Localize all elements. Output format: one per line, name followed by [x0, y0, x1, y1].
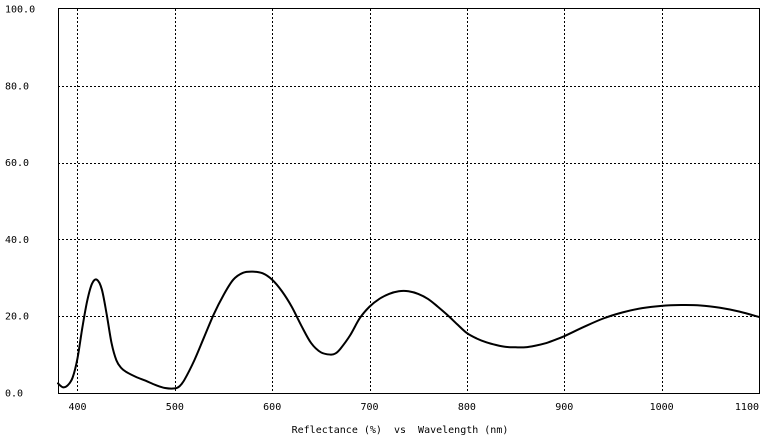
x-tick-labels: 400 500 600 700 800 900 1000 1100 [68, 402, 759, 413]
reflectance-series-line [57, 270, 760, 390]
y-tick-label: 80.0 [5, 81, 29, 92]
x-tick-label: 500 [166, 402, 184, 413]
plot-frame [58, 8, 760, 394]
y-tick-label: 20.0 [5, 312, 29, 323]
x-axis-label: Reflectance (%) vs Wavelength (nm) [292, 425, 509, 436]
y-tick-label: 0.0 [5, 389, 23, 400]
x-tick-label: 1000 [650, 402, 674, 413]
y-tick-label: 40.0 [5, 235, 29, 246]
x-tick-label: 1100 [735, 402, 759, 413]
y-tick-label: 100.0 [5, 5, 35, 16]
grid-lines [58, 9, 759, 393]
x-tick-label: 800 [458, 402, 476, 413]
x-tick-label: 600 [263, 402, 281, 413]
x-tick-label: 900 [555, 402, 573, 413]
x-tick-label: 400 [68, 402, 86, 413]
y-tick-label: 60.0 [5, 158, 29, 169]
y-tick-labels: 0.0 20.0 40.0 60.0 80.0 100.0 [5, 5, 35, 400]
series-layer [57, 270, 760, 390]
x-tick-label: 700 [361, 402, 379, 413]
